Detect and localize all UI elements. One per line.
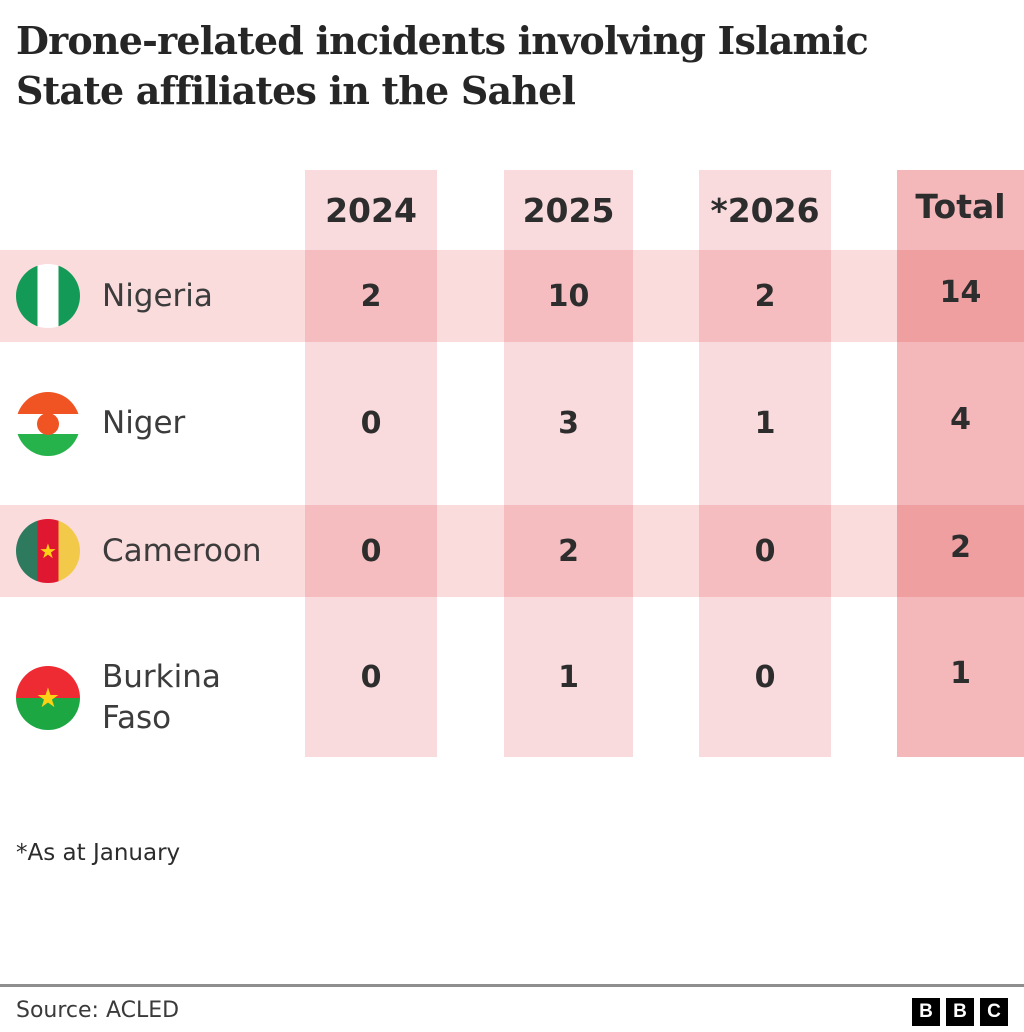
cameroon-flag-icon: ★: [16, 519, 80, 583]
cameroon-star-icon: ★: [39, 539, 57, 563]
incidents-table: 2024 2025 *2026 Total Nigeria 2 10 2 14 …: [0, 170, 1024, 757]
table-row-burkina-faso: ★ Burkina Faso 0 1 0 1: [0, 597, 1024, 757]
bbc-logo-block-b2: B: [946, 998, 974, 1026]
country-label: Burkina Faso: [102, 659, 221, 736]
value-cell-2026: 1: [754, 406, 776, 441]
niger-flag-icon: [16, 391, 80, 456]
country-cell: Niger: [16, 342, 294, 505]
table-header-row: 2024 2025 *2026 Total: [0, 170, 1024, 250]
footnote: *As at January: [16, 840, 181, 866]
value-cell-2025: 1: [558, 659, 579, 695]
value-cell-2024: 0: [360, 533, 382, 569]
source-credit: Source: ACLED: [16, 998, 180, 1023]
value-cell-2025: 10: [547, 278, 590, 314]
value-cell-total: 4: [950, 402, 971, 437]
value-cell-total: 14: [939, 274, 982, 310]
row-stripe: [0, 505, 1024, 597]
value-cell-2026: 0: [754, 533, 776, 569]
value-cell-total: 1: [950, 655, 971, 691]
country-cell: Nigeria: [16, 250, 294, 342]
page-title: Drone-related incidents involving Islami…: [16, 18, 869, 113]
column-header-2024: 2024: [325, 190, 417, 230]
table-row-cameroon: ★ Cameroon 0 2 0 2: [0, 505, 1024, 597]
value-cell-total: 2: [950, 529, 971, 565]
table-row-nigeria: Nigeria 2 10 2 14: [0, 250, 1024, 342]
burkina-faso-flag-icon: ★: [16, 666, 80, 730]
country-cell: ★ Cameroon: [16, 505, 294, 597]
nigeria-flag-icon: [16, 264, 80, 328]
column-header-total: Total: [915, 186, 1006, 226]
footer-divider: [0, 984, 1024, 987]
column-header-2025: 2025: [522, 190, 615, 230]
bbc-logo-block-b1: B: [912, 998, 940, 1026]
value-cell-2025: 3: [558, 406, 579, 441]
country-cell: ★ Burkina Faso: [16, 618, 294, 778]
niger-roundel: [37, 412, 59, 435]
value-cell-2026: 2: [754, 278, 776, 314]
value-cell-2025: 2: [558, 533, 579, 569]
value-cell-2026: 0: [754, 659, 776, 695]
row-stripe: [0, 250, 1024, 342]
bbc-logo-block-c: C: [980, 998, 1008, 1026]
country-label: Cameroon: [102, 532, 262, 569]
value-cell-2024: 0: [360, 406, 382, 441]
country-label: Niger: [102, 405, 186, 442]
value-cell-2024: 2: [360, 278, 382, 314]
country-label: Nigeria: [102, 277, 213, 314]
table-row-niger: Niger 0 3 1 4: [0, 342, 1024, 505]
bbc-logo: B B C: [912, 998, 1008, 1026]
value-cell-2024: 0: [360, 659, 382, 695]
column-header-2026: *2026: [710, 190, 820, 230]
burkina-faso-star-icon: ★: [35, 682, 61, 714]
